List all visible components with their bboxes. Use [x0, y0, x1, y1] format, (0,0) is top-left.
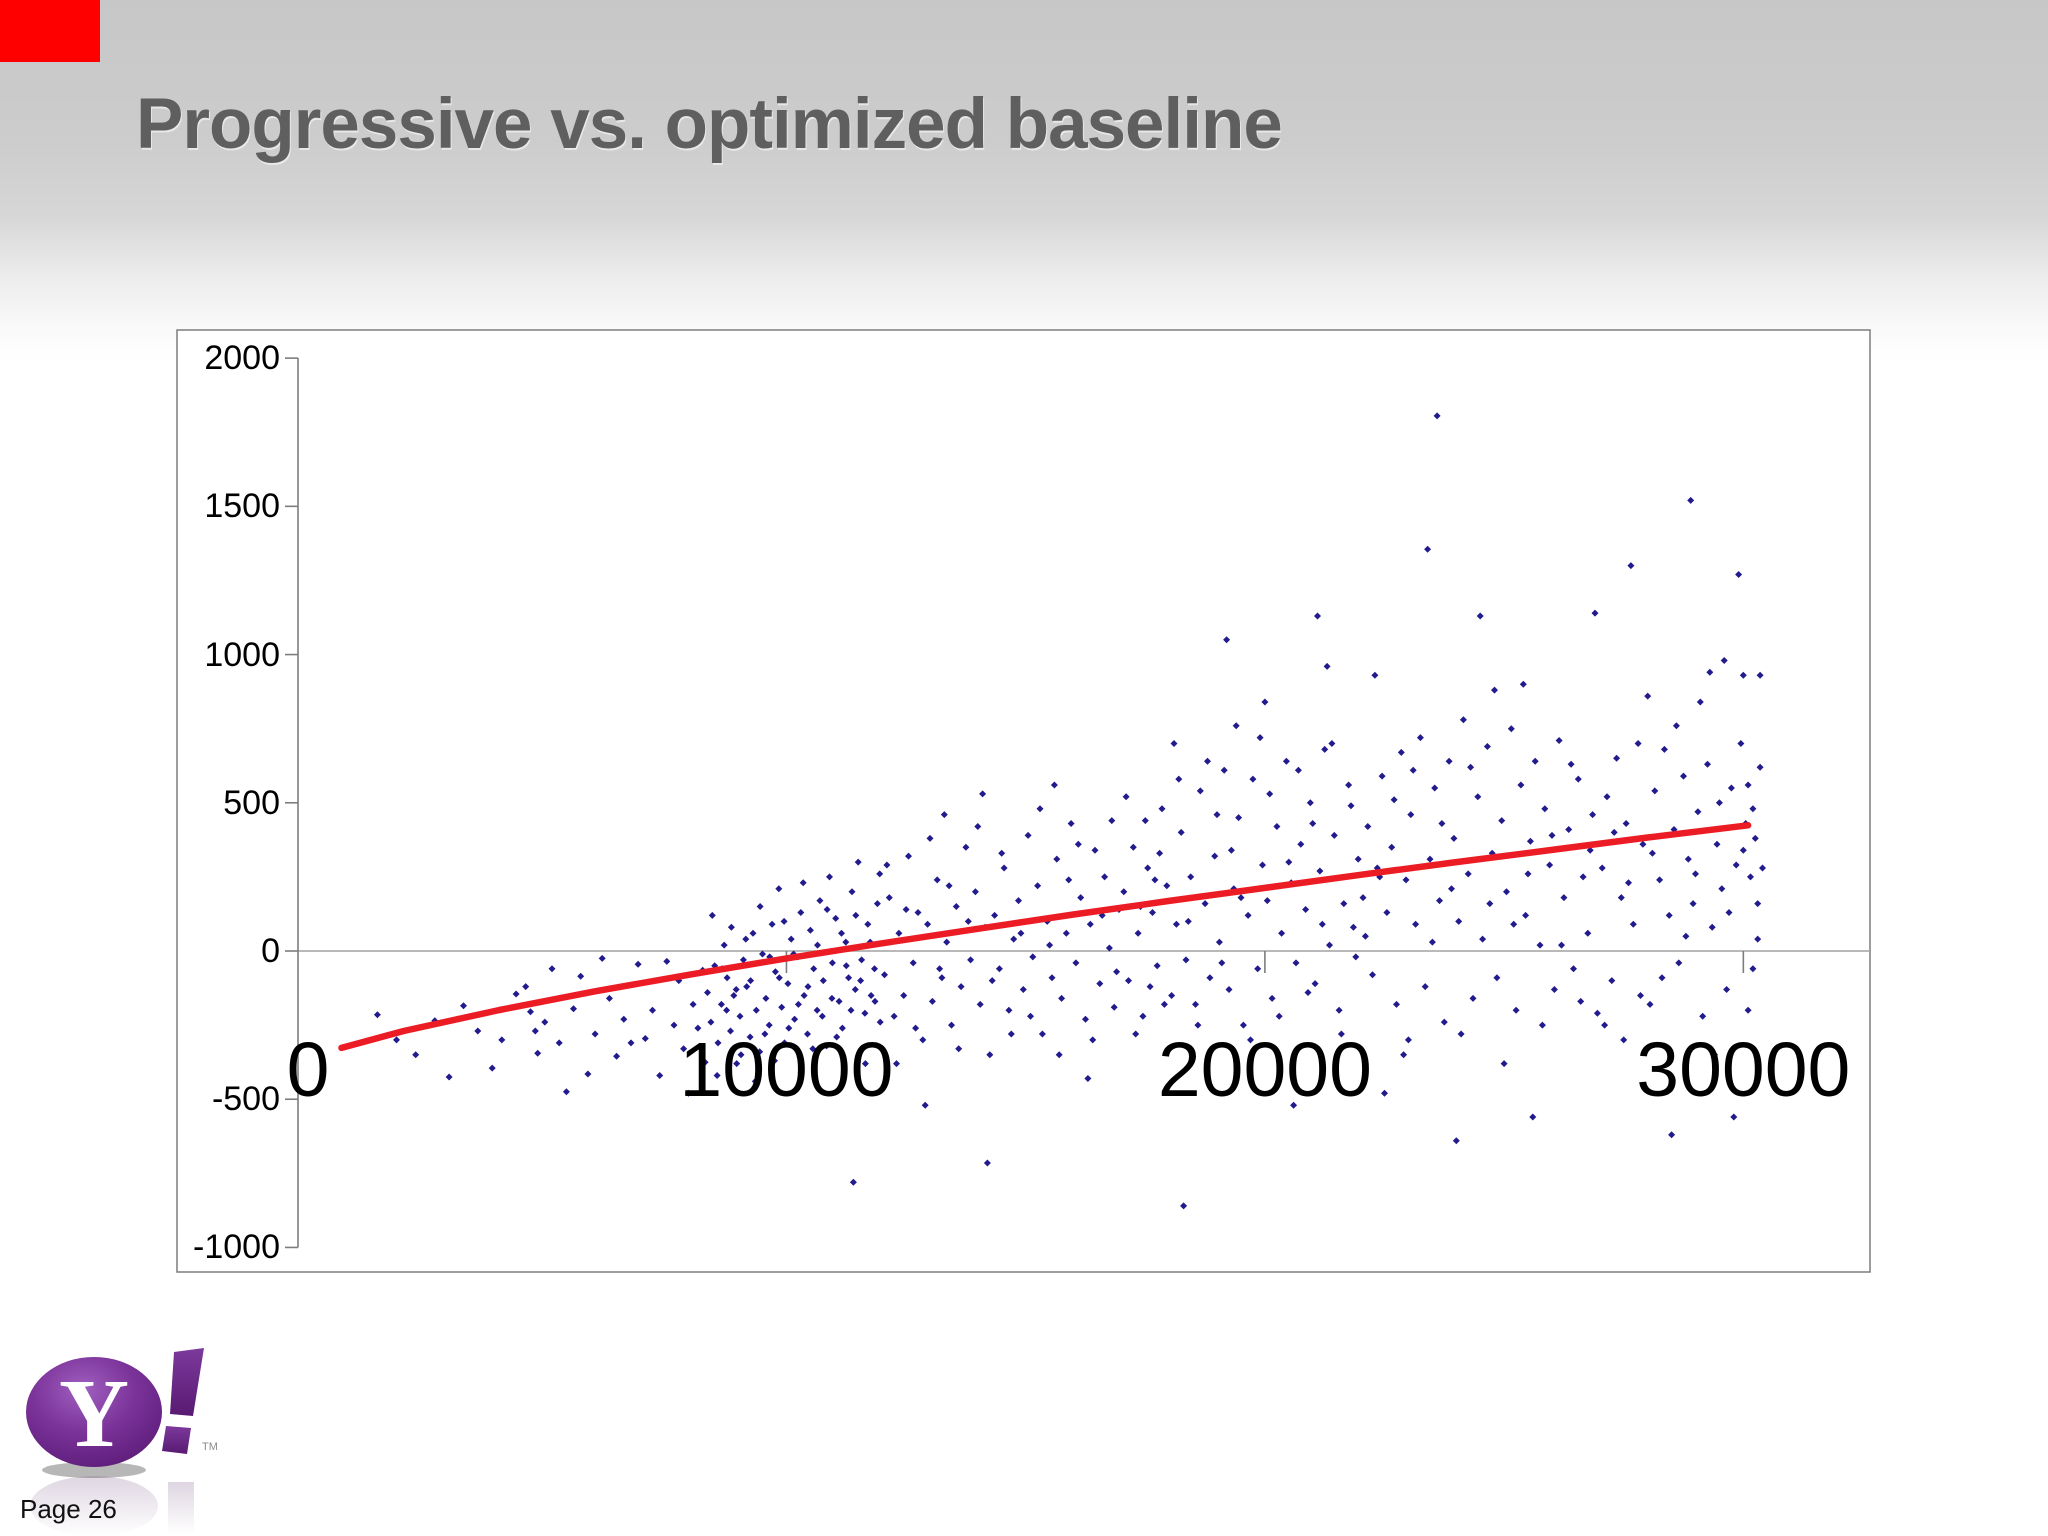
x-axis-label: 10000 — [679, 1027, 894, 1113]
plot-frame — [176, 329, 1871, 1273]
slide-title: Progressive vs. optimized baseline — [136, 85, 1283, 164]
logo-trademark: TM — [202, 1441, 218, 1453]
x-axis-label: 30000 — [1636, 1027, 1851, 1113]
y-axis-label: 2000 — [204, 339, 280, 378]
y-axis-label: -500 — [211, 1080, 280, 1119]
y-axis-label: 0 — [261, 932, 280, 970]
x-axis-label: 0 — [286, 1027, 330, 1113]
logo-exclamation-dot — [162, 1426, 191, 1454]
logo-shadow — [42, 1462, 146, 1478]
recording-marker — [0, 0, 100, 62]
page-number: Page 26 — [20, 1494, 117, 1524]
y-axis-label: 500 — [223, 783, 280, 822]
logo-ball — [26, 1357, 162, 1467]
yahoo-logo: Y TM — [26, 1348, 218, 1536]
logo-reflection — [30, 1476, 194, 1536]
logo-exclamation-bar — [170, 1348, 204, 1416]
y-axis-label: 1000 — [204, 635, 280, 674]
x-axis-label: 20000 — [1157, 1027, 1372, 1113]
logo-y-letter: Y — [59, 1360, 129, 1467]
y-axis-label: 1500 — [204, 487, 280, 526]
y-axis-label: -1000 — [193, 1228, 280, 1267]
trend-line — [338, 822, 1752, 1052]
